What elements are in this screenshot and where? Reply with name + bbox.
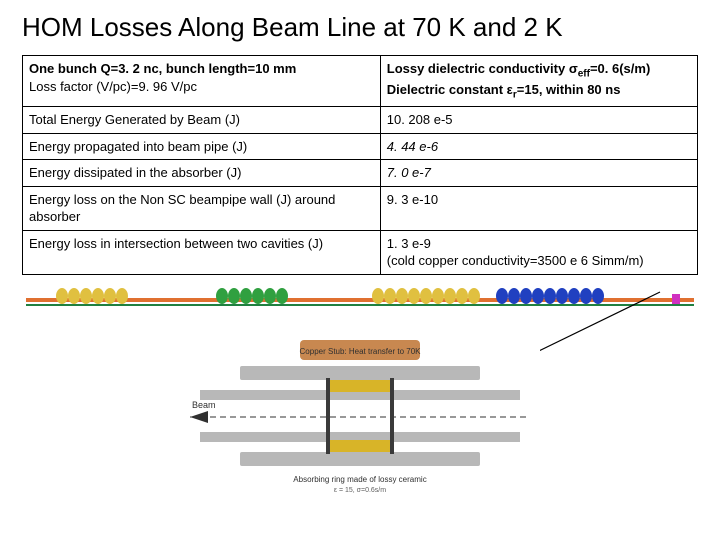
cavity-cell xyxy=(372,288,384,304)
cell-right: 10. 208 e-5 xyxy=(380,107,697,134)
table-row: Energy loss in intersection between two … xyxy=(23,230,698,274)
cell-right: 1. 3 e-9(cold copper conductivity=3500 e… xyxy=(380,230,697,274)
cell-right: 4. 44 e-6 xyxy=(380,133,697,160)
cavity-cell xyxy=(444,288,456,304)
cavity-cell xyxy=(264,288,276,304)
cavity-cell xyxy=(420,288,432,304)
beamline-schematic xyxy=(26,292,694,308)
cavity-cell xyxy=(104,288,116,304)
cavity-cell xyxy=(592,288,604,304)
cavity-cell xyxy=(432,288,444,304)
cavity-cell xyxy=(544,288,556,304)
cavity-cell xyxy=(532,288,544,304)
cell-left: Total Energy Generated by Beam (J) xyxy=(23,107,381,134)
cell-left: Energy dissipated in the absorber (J) xyxy=(23,160,381,187)
svg-text:Beam: Beam xyxy=(192,400,216,410)
cavity-cell xyxy=(92,288,104,304)
cavity-cell xyxy=(496,288,508,304)
cavity-cutaway: Copper Stub: Heat transfer to 70K Beam A… xyxy=(180,332,540,502)
cavity-group xyxy=(496,288,604,304)
table-row: Total Energy Generated by Beam (J)10. 20… xyxy=(23,107,698,134)
svg-text:Absorbing ring made of lossy c: Absorbing ring made of lossy ceramic xyxy=(293,475,426,484)
table-row: Energy loss on the Non SC beampipe wall … xyxy=(23,186,698,230)
cavity-cell xyxy=(468,288,480,304)
cavity-group xyxy=(56,288,128,304)
cell-right: Lossy dielectric conductivity σeff=0. 6(… xyxy=(380,56,697,107)
cell-left: Energy loss on the Non SC beampipe wall … xyxy=(23,186,381,230)
cavity-cell xyxy=(580,288,592,304)
cavity-cell xyxy=(68,288,80,304)
cavity-cell xyxy=(252,288,264,304)
cavity-cell xyxy=(396,288,408,304)
energy-table: One bunch Q=3. 2 nc, bunch length=10 mmL… xyxy=(22,55,698,275)
cell-left: Energy loss in intersection between two … xyxy=(23,230,381,274)
cavity-group xyxy=(372,288,480,304)
slide-title: HOM Losses Along Beam Line at 70 K and 2… xyxy=(22,12,698,43)
table-row: Energy dissipated in the absorber (J)7. … xyxy=(23,160,698,187)
table-row: One bunch Q=3. 2 nc, bunch length=10 mmL… xyxy=(23,56,698,107)
cell-right: 7. 0 e-7 xyxy=(380,160,697,187)
cavity-cell xyxy=(456,288,468,304)
beamline-rail2 xyxy=(26,304,694,306)
cavity-cell xyxy=(240,288,252,304)
cavity-cell xyxy=(568,288,580,304)
cavity-group xyxy=(216,288,288,304)
cavity-cell xyxy=(508,288,520,304)
cavity-cell xyxy=(116,288,128,304)
cavity-cell xyxy=(408,288,420,304)
cell-left: Energy propagated into beam pipe (J) xyxy=(23,133,381,160)
cavity-cell xyxy=(216,288,228,304)
cell-right: 9. 3 e-10 xyxy=(380,186,697,230)
cavity-cell xyxy=(228,288,240,304)
cell-left: One bunch Q=3. 2 nc, bunch length=10 mmL… xyxy=(23,56,381,107)
cavity-cell xyxy=(520,288,532,304)
cavity-cell xyxy=(276,288,288,304)
cavity-cell xyxy=(56,288,68,304)
diagram-area: Copper Stub: Heat transfer to 70K Beam A… xyxy=(0,286,720,516)
svg-text:ε = 15, σ=0.6s/m: ε = 15, σ=0.6s/m xyxy=(334,487,386,494)
svg-text:Copper Stub: Heat transfer to: Copper Stub: Heat transfer to 70K xyxy=(300,347,422,356)
end-block xyxy=(672,294,680,304)
cavity-cell xyxy=(80,288,92,304)
cavity-cell xyxy=(556,288,568,304)
table-row: Energy propagated into beam pipe (J)4. 4… xyxy=(23,133,698,160)
cavity-cell xyxy=(384,288,396,304)
